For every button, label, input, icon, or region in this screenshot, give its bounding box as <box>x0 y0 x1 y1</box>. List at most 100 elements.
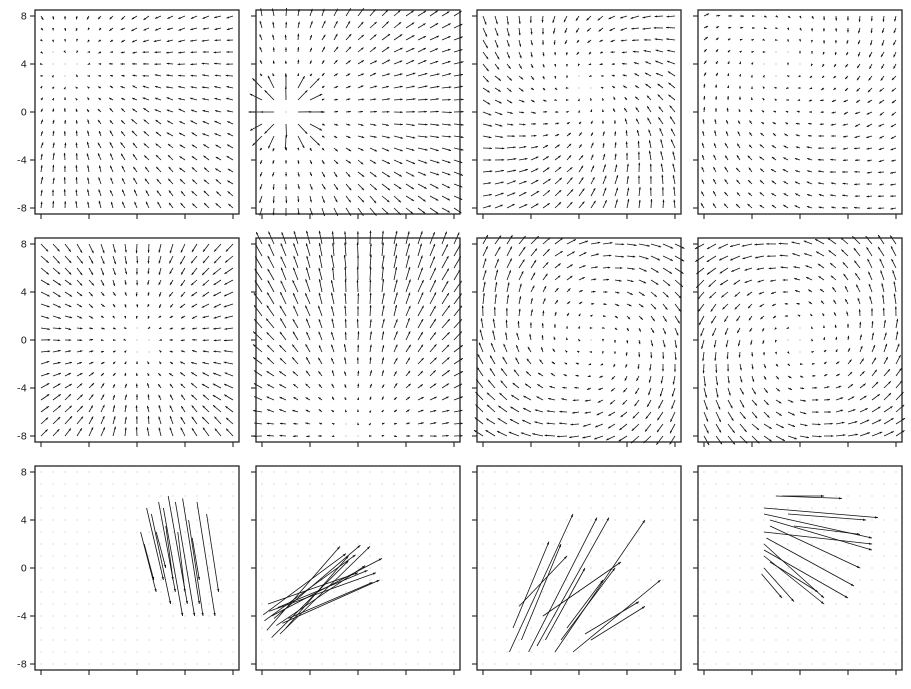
quiver-head <box>828 411 831 414</box>
quiver-head <box>892 270 895 273</box>
quiver-head <box>817 158 821 161</box>
quiver-head <box>788 376 792 379</box>
grid-dot <box>88 603 90 605</box>
quiver-head <box>147 261 150 264</box>
quiver-head <box>331 318 334 322</box>
quiver-head <box>701 346 704 349</box>
quiver-head <box>793 266 797 269</box>
grid-dot <box>136 567 138 569</box>
quiver-head <box>640 317 643 320</box>
quiver-head <box>565 337 568 341</box>
grid-dot <box>232 579 234 581</box>
quiver-head <box>594 437 597 440</box>
quiver-head <box>662 199 665 203</box>
quiver-head <box>835 336 838 340</box>
quiver-head <box>47 305 50 308</box>
grid-dot <box>148 507 150 509</box>
quiver-head <box>867 100 871 103</box>
grid-dot <box>184 567 186 569</box>
quiver-head <box>807 158 810 161</box>
quiver-head <box>90 305 93 308</box>
quiver-head <box>590 98 593 101</box>
quiver-head <box>58 305 61 308</box>
quiver-head <box>660 163 663 167</box>
quiver-head <box>318 279 321 282</box>
quiver-head <box>846 311 849 315</box>
quiver-head <box>167 143 171 147</box>
quiver-head <box>460 371 463 374</box>
quiver-dot <box>64 63 66 65</box>
grid-dot <box>148 591 150 593</box>
quiver-head <box>737 143 740 147</box>
grid-dot <box>172 483 174 485</box>
quiver-head <box>272 47 275 50</box>
quiver-head <box>592 177 595 180</box>
grid-dot <box>40 495 42 497</box>
quiver-head <box>167 28 170 31</box>
quiver-head <box>260 161 263 165</box>
quiver-head <box>190 97 193 100</box>
quiver-head <box>837 373 840 377</box>
arrow-layer <box>40 471 234 665</box>
quiver-head <box>224 327 227 330</box>
quiver-head <box>879 258 882 262</box>
quiver-head <box>267 434 270 437</box>
quiver-dot <box>52 63 54 65</box>
grid-dot <box>220 543 222 545</box>
quiver-head <box>782 290 786 294</box>
quiver-head <box>63 38 66 42</box>
quiver-head <box>541 335 544 338</box>
quiver-head <box>292 319 295 322</box>
quiver-head <box>726 131 728 134</box>
quiver-head <box>715 61 718 64</box>
quiver-head <box>373 123 377 126</box>
quiver-head <box>373 98 377 101</box>
quiver-head <box>297 73 300 76</box>
quiver-head <box>771 145 775 148</box>
quiver-head <box>481 305 484 308</box>
quiver-head <box>40 119 43 123</box>
quiver-head <box>818 423 821 426</box>
quiver-head <box>101 272 104 276</box>
quiver-head <box>633 62 637 65</box>
quiver-head <box>57 248 60 252</box>
quiver-head <box>110 201 113 205</box>
quiver-head <box>582 201 585 204</box>
quiver-head <box>492 330 495 333</box>
quiver-head <box>856 89 859 92</box>
grid-dot <box>196 627 198 629</box>
quiver-head <box>113 339 116 342</box>
quiver-head <box>433 332 436 335</box>
quiver-head <box>101 373 104 376</box>
quiver-head <box>435 186 439 189</box>
grid-dot <box>196 471 198 473</box>
quiver-head <box>109 97 112 100</box>
quiver-head <box>565 64 568 67</box>
quiver-head <box>284 147 287 150</box>
grid-dot <box>232 543 234 545</box>
quiver-head <box>488 205 492 208</box>
grid-dot <box>220 567 222 569</box>
quiver-head <box>132 62 135 65</box>
quiver-head <box>284 34 287 38</box>
quiver-head <box>544 110 548 113</box>
quiver-head <box>407 243 410 246</box>
grid-dot <box>232 495 234 497</box>
quiver-head <box>369 292 372 296</box>
grid-dot <box>148 651 150 653</box>
grid-dot <box>52 627 54 629</box>
quiver-head <box>477 354 480 357</box>
quiver-head <box>201 86 205 89</box>
quiver-head <box>91 427 94 430</box>
quiver-head <box>46 383 50 386</box>
quiver-head <box>702 370 705 374</box>
quiver-head <box>408 279 411 283</box>
quiver-head <box>214 110 218 113</box>
quiver-head <box>121 108 124 111</box>
quiver-head <box>525 169 528 171</box>
quiver-head <box>543 298 546 301</box>
quiver-head <box>786 326 790 329</box>
quiver-head <box>40 201 43 205</box>
quiver-head <box>68 372 71 375</box>
quiver-head <box>58 405 61 408</box>
